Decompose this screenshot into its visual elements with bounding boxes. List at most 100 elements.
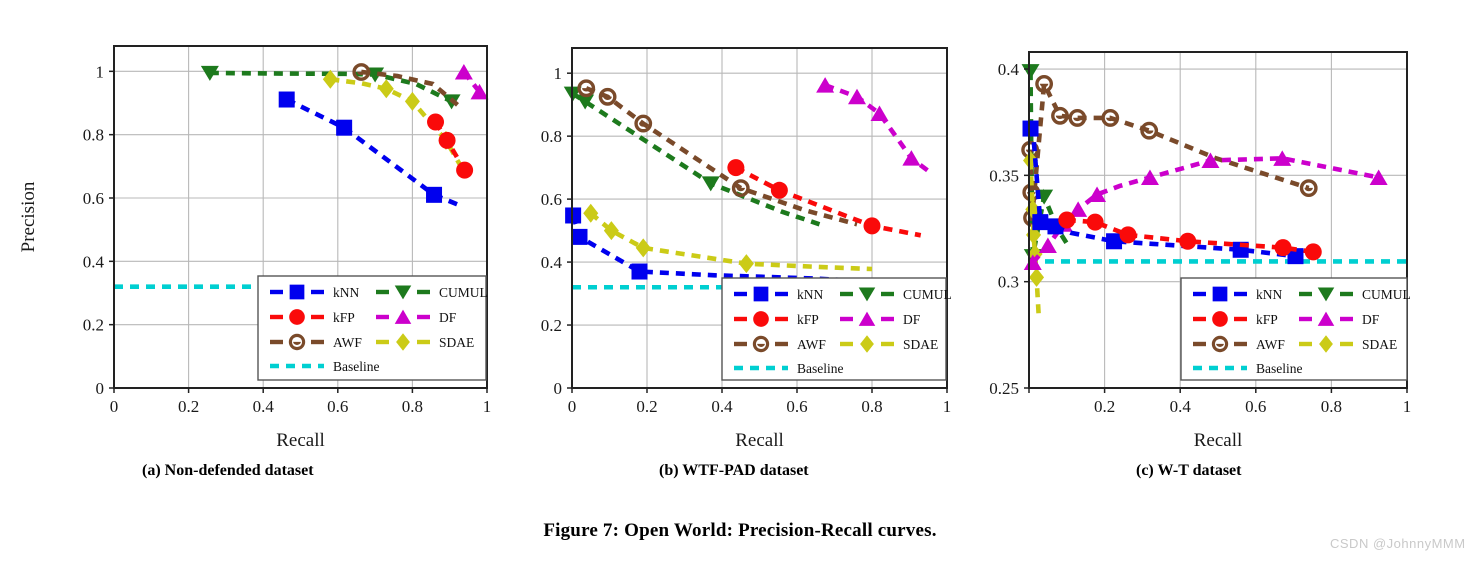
legend-item-awf[interactable]: AWF: [1193, 335, 1285, 353]
marker-kfp: [770, 181, 788, 199]
legend-item-awf[interactable]: AWF: [270, 333, 362, 351]
x-axis-title: Recall: [1194, 430, 1243, 451]
axis-ticks: 0 0.2 0.4 0.6 0.8 1 0 0.2 0.4 0.6 0.8 1: [83, 62, 492, 416]
legend-label-awf: AWF: [333, 335, 362, 350]
marker-df: [1140, 169, 1159, 185]
marker-knn: [1032, 214, 1049, 231]
series-df: [454, 63, 489, 100]
legend-label-sdae: SDAE: [1362, 337, 1397, 352]
marker-knn: [631, 263, 648, 280]
legend-marker-df: [858, 311, 876, 326]
legend-item-cumul[interactable]: CUMUL: [1299, 287, 1411, 302]
x-tick-label: 0.8: [1321, 397, 1342, 416]
marker-df: [1369, 169, 1388, 185]
precision-recall-chart-b: 0 0.2 0.4 0.6 0.8 1 0 0.2 0.4 0.6 0.8 1 Recall kNN CUM…: [541, 47, 952, 451]
marker-awf: [1140, 121, 1159, 140]
watermark-text: CSDN @JohnnyMMM: [1330, 536, 1466, 551]
y-tick-label: 0.3: [998, 273, 1019, 292]
marker-kfp: [727, 159, 745, 177]
legend-label-cumul: CUMUL: [1362, 287, 1411, 302]
marker-cumul: [200, 65, 219, 81]
series-awf: [577, 79, 858, 227]
x-tick-label: 0.2: [636, 397, 657, 416]
legend-label-baseline: Baseline: [797, 361, 844, 376]
marker-sdae: [583, 203, 599, 223]
legend-item-knn[interactable]: kNN: [1193, 286, 1282, 302]
legend-item-cumul[interactable]: CUMUL: [840, 287, 952, 302]
legend-marker-cumul: [1317, 287, 1335, 302]
marker-kfp: [863, 217, 881, 235]
axis-ticks: 0 0.2 0.4 0.6 0.8 1 0 0.2 0.4 0.6 0.8 1: [541, 64, 952, 416]
chart-panel-a: 0 0.2 0.4 0.6 0.8 1 0 0.2 0.4 0.6 0.8 1 Recall Precis…: [0, 0, 500, 500]
marker-df: [848, 88, 866, 105]
legend-label-df: DF: [1362, 312, 1380, 327]
y-tick-label: 0.6: [541, 190, 562, 209]
marker-cumul: [366, 67, 385, 83]
legend-marker-kfp: [1212, 311, 1228, 327]
x-axis-title: Recall: [276, 430, 325, 451]
legend-item-knn[interactable]: kNN: [270, 284, 359, 300]
legend-item-kfp[interactable]: kFP: [270, 309, 355, 325]
y-tick-label: 0.2: [83, 316, 104, 335]
y-tick-label: 0: [554, 379, 563, 398]
marker-awf: [1101, 109, 1120, 127]
series-kfp: [1058, 211, 1322, 261]
marker-kfp: [1179, 232, 1197, 250]
chart-legend: kNN CUMUL kFP DF AWF SDAE Baseline: [721, 277, 952, 381]
marker-df: [1038, 237, 1057, 254]
legend-item-sdae[interactable]: SDAE: [840, 335, 938, 353]
legend-label-awf: AWF: [797, 337, 826, 352]
legend-item-baseline[interactable]: Baseline: [270, 359, 380, 374]
x-tick-label: 0.2: [1094, 397, 1115, 416]
marker-awf: [1299, 179, 1318, 198]
marker-awf: [598, 87, 617, 106]
legend-label-kfp: kFP: [1256, 312, 1278, 327]
legend-marker-df: [394, 309, 412, 324]
y-tick-label: 0.2: [541, 316, 562, 335]
legend-label-baseline: Baseline: [1256, 361, 1303, 376]
legend-item-awf[interactable]: AWF: [734, 335, 826, 353]
marker-sdae: [378, 79, 394, 99]
legend-item-df[interactable]: DF: [840, 311, 921, 327]
marker-df: [902, 150, 921, 166]
legend-marker-sdae: [1319, 335, 1333, 353]
y-tick-label: 1: [554, 64, 563, 83]
y-tick-label: 0.35: [989, 166, 1019, 185]
legend-label-kfp: kFP: [333, 310, 355, 325]
legend-label-df: DF: [903, 312, 921, 327]
x-tick-label: 0.8: [861, 397, 882, 416]
chart-legend: kNN CUMUL kFP DF AWF SDAE Baseline: [1180, 277, 1411, 381]
legend-item-cumul[interactable]: CUMUL: [376, 285, 488, 300]
legend-item-sdae[interactable]: SDAE: [376, 333, 474, 351]
marker-cumul: [701, 176, 720, 192]
legend-marker-cumul: [394, 285, 412, 300]
legend-label-kfp: kFP: [797, 312, 819, 327]
legend-item-baseline[interactable]: Baseline: [1193, 361, 1303, 376]
legend-item-sdae[interactable]: SDAE: [1299, 335, 1397, 353]
x-tick-label: 0.4: [1170, 397, 1192, 416]
legend-item-kfp[interactable]: kFP: [1193, 311, 1278, 327]
legend-item-baseline[interactable]: Baseline: [734, 361, 844, 376]
marker-kfp: [427, 113, 445, 131]
legend-item-kfp[interactable]: kFP: [734, 311, 819, 327]
y-tick-label: 0.4: [998, 60, 1020, 79]
legend-marker-sdae: [396, 333, 410, 351]
subcaption-b: (b) WTF-PAD dataset: [659, 462, 809, 479]
series-kfp: [427, 113, 474, 179]
marker-knn: [1022, 120, 1039, 137]
legend-label-awf: AWF: [1256, 337, 1285, 352]
x-tick-label: 1: [483, 397, 492, 416]
y-tick-label: 0.25: [989, 379, 1019, 398]
legend-item-df[interactable]: DF: [1299, 311, 1380, 327]
series-kfp: [727, 159, 922, 238]
marker-df: [1273, 150, 1292, 166]
y-tick-label: 0: [96, 379, 105, 398]
marker-df: [1201, 152, 1220, 168]
legend-item-df[interactable]: DF: [376, 309, 457, 325]
figure-caption: Figure 7: Open World: Precision-Recall c…: [543, 520, 937, 541]
y-tick-label: 1: [96, 62, 105, 81]
legend-marker-df: [1317, 311, 1335, 326]
x-tick-label: 0: [568, 397, 577, 416]
y-tick-label: 0.8: [541, 127, 562, 146]
legend-item-knn[interactable]: kNN: [734, 286, 823, 302]
